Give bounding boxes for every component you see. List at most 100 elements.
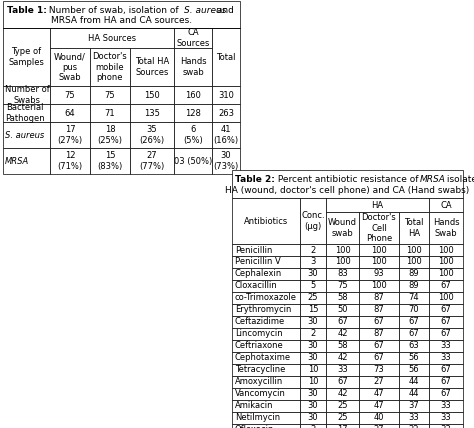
Text: 67: 67 bbox=[374, 342, 384, 351]
Bar bbox=[50, 48, 90, 86]
Text: 10: 10 bbox=[308, 377, 318, 386]
Bar bbox=[326, 340, 359, 352]
Bar bbox=[429, 376, 463, 388]
Bar bbox=[232, 256, 300, 268]
Bar bbox=[300, 376, 326, 388]
Text: S. aureus: S. aureus bbox=[184, 6, 227, 15]
Text: 10: 10 bbox=[308, 366, 318, 374]
Bar bbox=[326, 364, 359, 376]
Text: 75: 75 bbox=[337, 282, 348, 291]
Text: 150: 150 bbox=[144, 90, 160, 99]
Text: 100: 100 bbox=[406, 258, 422, 267]
Text: 128: 128 bbox=[185, 109, 201, 118]
Bar bbox=[326, 328, 359, 340]
Text: 15
(83%): 15 (83%) bbox=[97, 152, 123, 171]
Text: 64: 64 bbox=[64, 109, 75, 118]
Bar bbox=[232, 400, 300, 412]
Bar bbox=[359, 268, 399, 280]
Bar bbox=[130, 148, 174, 174]
Text: HA Sources: HA Sources bbox=[88, 33, 136, 42]
Text: 100: 100 bbox=[438, 294, 454, 303]
Bar bbox=[300, 304, 326, 316]
Text: 89: 89 bbox=[409, 282, 419, 291]
Bar bbox=[359, 376, 399, 388]
Bar bbox=[212, 148, 240, 174]
Text: Bacterial
Pathogen: Bacterial Pathogen bbox=[5, 103, 45, 123]
Text: 18
(25%): 18 (25%) bbox=[98, 125, 122, 145]
Text: 3: 3 bbox=[310, 258, 316, 267]
Text: 310: 310 bbox=[218, 90, 234, 99]
Bar bbox=[359, 292, 399, 304]
Bar bbox=[326, 256, 359, 268]
Bar bbox=[174, 104, 212, 122]
Text: 42: 42 bbox=[337, 354, 348, 363]
Text: 67: 67 bbox=[374, 318, 384, 327]
Bar bbox=[232, 388, 300, 400]
Bar bbox=[326, 400, 359, 412]
Bar bbox=[399, 316, 429, 328]
Text: Lincomycin: Lincomycin bbox=[235, 330, 283, 339]
Text: 67: 67 bbox=[441, 330, 451, 339]
Text: 30: 30 bbox=[308, 342, 319, 351]
Text: Amoxycillin: Amoxycillin bbox=[235, 377, 283, 386]
Text: Cloxacillin: Cloxacillin bbox=[235, 282, 278, 291]
Bar bbox=[3, 148, 50, 174]
Bar bbox=[50, 28, 174, 48]
Text: 33: 33 bbox=[409, 413, 419, 422]
Text: 47: 47 bbox=[374, 401, 384, 410]
Bar bbox=[429, 388, 463, 400]
Text: 33: 33 bbox=[441, 342, 451, 351]
Bar bbox=[174, 122, 212, 148]
Bar bbox=[90, 104, 130, 122]
Bar bbox=[90, 86, 130, 104]
Bar bbox=[326, 376, 359, 388]
Bar bbox=[232, 412, 300, 424]
Text: 87: 87 bbox=[374, 306, 384, 315]
Text: 2: 2 bbox=[310, 246, 316, 255]
Text: 67: 67 bbox=[409, 330, 419, 339]
Text: Number of
Swabs: Number of Swabs bbox=[5, 85, 50, 105]
Bar bbox=[429, 364, 463, 376]
Text: Antibiotics: Antibiotics bbox=[244, 217, 288, 226]
Text: HA (wound, doctor's cell phone) and CA (Hand swabs): HA (wound, doctor's cell phone) and CA (… bbox=[225, 185, 470, 194]
Text: Number of swab, isolation of: Number of swab, isolation of bbox=[46, 6, 182, 15]
Bar bbox=[326, 268, 359, 280]
Bar bbox=[399, 292, 429, 304]
Bar bbox=[3, 104, 50, 122]
Text: 67: 67 bbox=[337, 318, 348, 327]
Bar bbox=[300, 424, 326, 428]
Text: 17: 17 bbox=[337, 425, 348, 428]
Bar bbox=[399, 328, 429, 340]
Bar bbox=[359, 328, 399, 340]
Text: 56: 56 bbox=[409, 354, 419, 363]
Bar bbox=[212, 104, 240, 122]
Text: 25: 25 bbox=[337, 401, 348, 410]
Bar bbox=[212, 122, 240, 148]
Text: Table 1:: Table 1: bbox=[7, 6, 47, 15]
Bar bbox=[232, 424, 300, 428]
Text: 2: 2 bbox=[310, 425, 316, 428]
Text: CA
Sources: CA Sources bbox=[176, 28, 210, 48]
Text: 12
(71%): 12 (71%) bbox=[57, 152, 82, 171]
Text: Total: Total bbox=[216, 53, 236, 62]
Bar bbox=[326, 424, 359, 428]
Bar bbox=[3, 28, 50, 86]
Bar bbox=[429, 292, 463, 304]
Text: 41
(16%): 41 (16%) bbox=[213, 125, 238, 145]
Bar bbox=[399, 400, 429, 412]
Bar bbox=[359, 256, 399, 268]
Bar bbox=[232, 364, 300, 376]
Text: Wound/
pus
Swab: Wound/ pus Swab bbox=[54, 52, 86, 82]
Bar bbox=[174, 28, 212, 48]
Text: 33: 33 bbox=[441, 401, 451, 410]
Bar bbox=[212, 86, 240, 104]
Bar bbox=[429, 212, 463, 244]
Bar bbox=[300, 198, 326, 244]
Text: 100: 100 bbox=[371, 282, 387, 291]
Bar bbox=[429, 304, 463, 316]
Bar bbox=[300, 364, 326, 376]
Text: 44: 44 bbox=[409, 389, 419, 398]
Bar bbox=[429, 256, 463, 268]
Bar bbox=[359, 364, 399, 376]
Text: Doctor's
mobile
phone: Doctor's mobile phone bbox=[92, 52, 128, 82]
